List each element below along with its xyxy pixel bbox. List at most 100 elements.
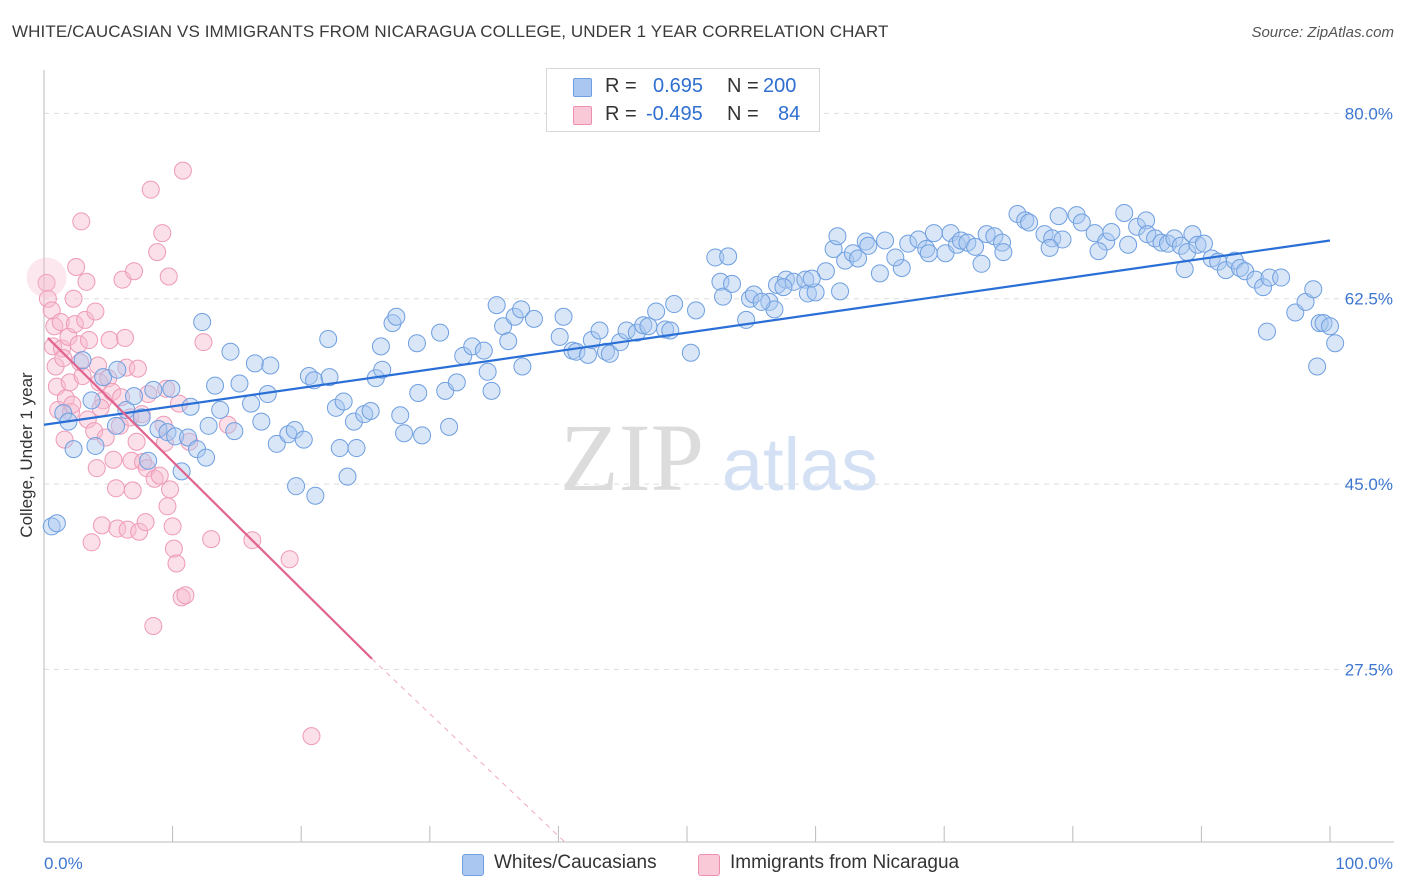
data-point-whites — [285, 421, 304, 440]
data-point-whites — [723, 274, 742, 293]
data-point-whites — [199, 416, 218, 435]
tick-labels: 27.5% 45.0% 62.5% 80.0% 0.0% 100.0% — [44, 104, 1393, 873]
data-point-whites — [909, 230, 928, 249]
data-point-whites — [831, 282, 850, 301]
data-point-nicaragua — [302, 727, 321, 746]
y-tick-label: 80.0% — [1345, 104, 1393, 123]
legend-n-label: N = — [727, 75, 759, 97]
data-point-whites — [482, 381, 501, 400]
legend-r-value: -0.495 — [646, 103, 703, 125]
data-point-whites — [144, 380, 163, 399]
data-point-whites — [261, 356, 280, 375]
data-point-whites — [639, 317, 658, 336]
data-point-nicaragua — [167, 554, 186, 573]
data-point-nicaragua — [163, 517, 182, 536]
data-point-nicaragua — [117, 358, 136, 377]
data-point-whites — [326, 398, 345, 417]
data-point-whites — [687, 301, 706, 320]
data-point-whites — [225, 422, 244, 441]
data-point-nicaragua — [176, 586, 195, 605]
legend-n-value: 200 — [763, 75, 797, 97]
data-point-whites — [1097, 232, 1116, 251]
legend-r-value: 0.695 — [653, 75, 704, 97]
data-point-whites — [870, 264, 889, 283]
data-point-whites — [108, 360, 127, 379]
data-point-whites — [1246, 270, 1265, 289]
data-point-nicaragua — [26, 257, 67, 298]
data-point-whites — [267, 434, 286, 453]
trendline-nicaragua-extension — [371, 658, 566, 843]
legend-r-label: R = — [605, 103, 637, 125]
legend-swatch-blue — [573, 78, 592, 97]
data-point-whites — [941, 224, 960, 243]
legend-n-label: N = — [727, 103, 759, 125]
data-point-whites — [966, 237, 985, 256]
data-point-nicaragua — [130, 522, 149, 541]
data-point-nicaragua — [127, 432, 146, 451]
pink-points — [26, 161, 321, 746]
data-point-whites — [876, 231, 895, 250]
data-point-whites — [924, 224, 943, 243]
data-point-whites — [590, 321, 609, 340]
data-point-whites — [513, 357, 532, 376]
data-point-whites — [719, 247, 738, 266]
data-point-whites — [1137, 211, 1156, 230]
data-point-nicaragua — [141, 180, 160, 199]
data-point-whites — [1326, 334, 1345, 353]
data-point-whites — [849, 249, 868, 268]
data-point-whites — [1308, 357, 1327, 376]
data-point-nicaragua — [218, 415, 237, 434]
data-point-whites — [47, 514, 66, 533]
legend-label-whites: Whites/Caucasians — [494, 852, 657, 873]
data-point-whites — [1230, 259, 1249, 278]
data-point-whites — [371, 337, 390, 356]
x-tick-label: 0.0% — [44, 854, 83, 873]
data-point-whites — [816, 262, 835, 281]
trendline-nicaragua — [47, 337, 373, 660]
legend-label-nicaragua: Immigrants from Nicaragua — [730, 852, 960, 873]
watermark-atlas: atlas — [722, 423, 878, 506]
data-point-whites — [919, 244, 938, 263]
data-point-whites — [197, 448, 216, 467]
data-point-whites — [125, 387, 144, 406]
y-tick-label: 45.0% — [1345, 475, 1393, 494]
data-point-nicaragua — [72, 212, 91, 231]
data-point-nicaragua — [202, 530, 221, 549]
data-point-nicaragua — [65, 315, 84, 334]
data-point-whites — [330, 439, 349, 458]
data-point-whites — [806, 283, 825, 302]
data-point-nicaragua — [100, 331, 119, 350]
data-point-whites — [73, 351, 92, 370]
correlation-legend: R = 0.695 N = 200 R = -0.495 N = 84 — [546, 68, 820, 132]
data-point-whites — [463, 337, 482, 356]
data-point-whites — [391, 406, 410, 425]
data-point-whites — [447, 373, 466, 392]
y-axis-label: College, Under 1 year — [17, 372, 36, 538]
data-point-nicaragua — [144, 616, 163, 635]
data-point-whites — [774, 278, 793, 297]
data-point-whites — [994, 243, 1013, 262]
data-point-nicaragua — [150, 466, 169, 485]
legend-row-pink: R = -0.495 N = 84 — [547, 99, 819, 129]
data-point-nicaragua — [92, 516, 111, 535]
data-point-whites — [361, 401, 380, 420]
data-point-nicaragua — [194, 333, 213, 352]
legend-item-nicaragua[interactable]: Immigrants from Nicaragua — [698, 852, 988, 876]
data-point-whites — [505, 307, 524, 326]
data-point-nicaragua — [44, 337, 63, 356]
data-point-whites — [1040, 238, 1059, 257]
data-point-whites — [242, 394, 261, 413]
legend-item-whites[interactable]: Whites/Caucasians — [462, 852, 682, 876]
data-point-whites — [1216, 261, 1235, 280]
data-point-whites — [550, 327, 569, 346]
data-point-whites — [166, 427, 185, 446]
data-point-nicaragua — [64, 289, 83, 308]
watermark: ZIP atlas — [560, 404, 878, 511]
data-point-whites — [440, 417, 459, 436]
data-point-nicaragua — [82, 533, 101, 552]
axes — [43, 70, 1394, 843]
data-point-whites — [1304, 280, 1323, 299]
legend-swatch-pink — [698, 854, 720, 876]
data-point-whites — [1053, 230, 1072, 249]
